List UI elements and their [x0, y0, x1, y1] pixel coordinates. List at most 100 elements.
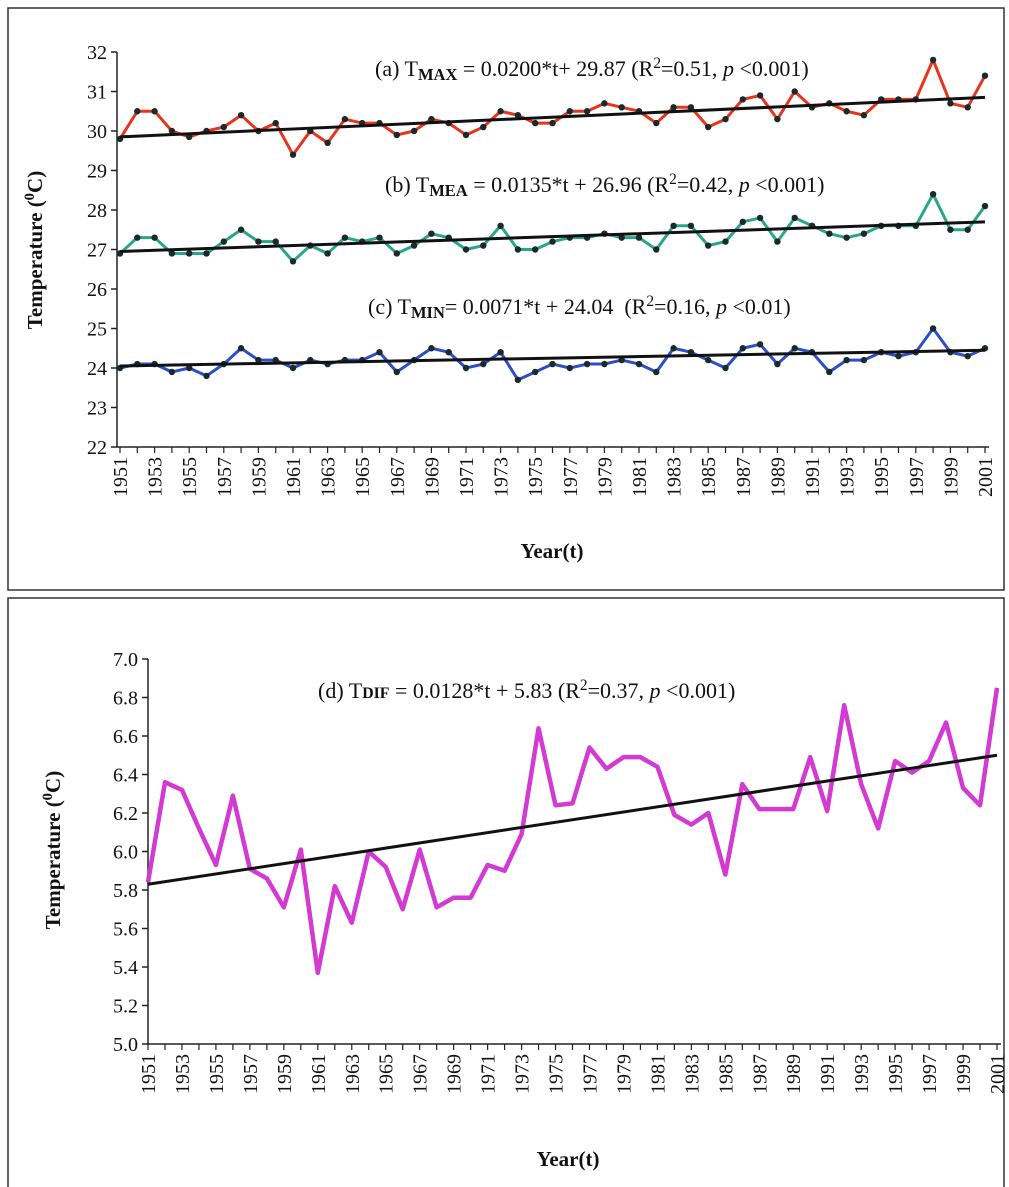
data-point: [272, 119, 279, 127]
y-tick-label: 26: [87, 279, 107, 301]
data-point: [289, 258, 297, 265]
data-point: [756, 214, 764, 222]
data-point: [774, 360, 781, 368]
data-point: [843, 108, 850, 115]
data-point: [722, 238, 729, 245]
data-point: [843, 356, 850, 364]
text-part: = 0.0071*t + 24.04 (R: [445, 294, 647, 319]
data-point: [255, 356, 262, 364]
x-tick-label: 1961: [283, 457, 305, 497]
data-point: [393, 368, 400, 376]
data-point: [428, 115, 435, 123]
data-point: [722, 364, 729, 372]
text-part: 2: [653, 55, 661, 72]
data-point: [670, 222, 677, 229]
x-tick-label: 1957: [214, 457, 236, 497]
data-point: [168, 250, 176, 257]
data-point: [532, 246, 539, 253]
x-tick-label: 1975: [546, 1054, 568, 1094]
data-point: [341, 234, 349, 241]
x-tick-label: 1953: [172, 1054, 194, 1094]
annotation: (b) TMEA = 0.0135*t + 26.96 (R2=0.42, p …: [385, 171, 825, 200]
x-tick-label: 1997: [906, 457, 928, 497]
x-tick-label: 1985: [715, 1054, 737, 1094]
data-point: [566, 108, 573, 115]
data-point: [929, 325, 937, 332]
data-point: [739, 345, 746, 352]
data-point: [410, 127, 418, 135]
data-point: [670, 104, 677, 111]
data-point: [722, 115, 729, 123]
x-tick-label: 1995: [885, 1054, 907, 1094]
data-point: [532, 368, 539, 376]
x-tick-label: 1965: [352, 457, 374, 497]
x-tick-label: 1973: [491, 457, 513, 497]
text-part: p: [737, 172, 750, 197]
data-point: [324, 250, 331, 257]
data-point: [549, 119, 556, 127]
x-tick-label: 1997: [919, 1054, 941, 1094]
data-point: [583, 360, 591, 368]
text-part: (b) T: [385, 172, 430, 197]
x-tick-label: 1951: [138, 1054, 160, 1094]
text-part: (d) T: [318, 678, 363, 703]
data-point: [220, 238, 227, 245]
data-point: [134, 234, 141, 241]
text-part: MEA: [429, 181, 468, 200]
text-part: C): [23, 171, 47, 193]
data-point: [480, 242, 487, 249]
x-tick-label: 1959: [274, 1054, 296, 1094]
trend-line: [119, 95, 986, 139]
data-point: [670, 345, 677, 352]
x-tick-label: 1961: [308, 1054, 330, 1094]
data-point: [826, 368, 833, 376]
x-tick-label: 1999: [940, 457, 962, 497]
data-point: [237, 226, 245, 233]
data-point: [324, 139, 331, 147]
data-point: [739, 218, 746, 226]
data-point: [341, 115, 349, 123]
y-axis-title: Temperature (0C): [40, 771, 65, 929]
data-point: [168, 127, 176, 135]
x-tick-label: 1989: [767, 457, 789, 497]
x-tick-label: 1963: [342, 1054, 364, 1094]
data-point: [255, 238, 262, 245]
x-tick-label: 1971: [478, 1054, 500, 1094]
x-tick-label: 1991: [817, 1054, 839, 1094]
data-point: [151, 108, 158, 115]
data-point: [168, 368, 176, 376]
data-point: [480, 360, 487, 368]
data-point: [618, 356, 625, 364]
text-part: MAX: [418, 65, 457, 84]
x-tick-label: 1995: [871, 457, 893, 497]
data-point: [462, 364, 470, 372]
data-point: [653, 119, 660, 127]
x-tick-label: 1969: [421, 457, 443, 497]
data-point: [566, 364, 573, 372]
data-point: [203, 372, 210, 380]
x-tick-label: 1989: [783, 1054, 805, 1094]
text-part: MIN: [411, 303, 445, 322]
trend-line: [147, 753, 998, 886]
text-part: = 0.0135*t + 26.96 (R: [468, 172, 670, 197]
y-tick-label: 6.2: [113, 803, 138, 825]
data-point: [653, 368, 660, 376]
data-point: [376, 234, 383, 241]
trend-line: [119, 220, 986, 253]
data-point: [843, 234, 850, 241]
data-point: [929, 56, 937, 64]
text-part: p: [714, 294, 727, 319]
data-point: [774, 115, 781, 123]
data-point: [272, 238, 279, 245]
data-point: [393, 250, 400, 257]
text-part: C): [41, 771, 65, 793]
data-point: [860, 112, 868, 119]
x-tick-label: 1953: [145, 457, 167, 497]
text-part: 2: [646, 293, 654, 310]
data-point: [756, 341, 764, 348]
y-tick-label: 29: [87, 161, 107, 183]
x-tick-label: 1977: [579, 1054, 601, 1094]
x-tick-label: 1991: [802, 457, 824, 497]
y-tick-label: 5.4: [113, 957, 138, 979]
panel-frame: [7, 597, 1005, 1187]
